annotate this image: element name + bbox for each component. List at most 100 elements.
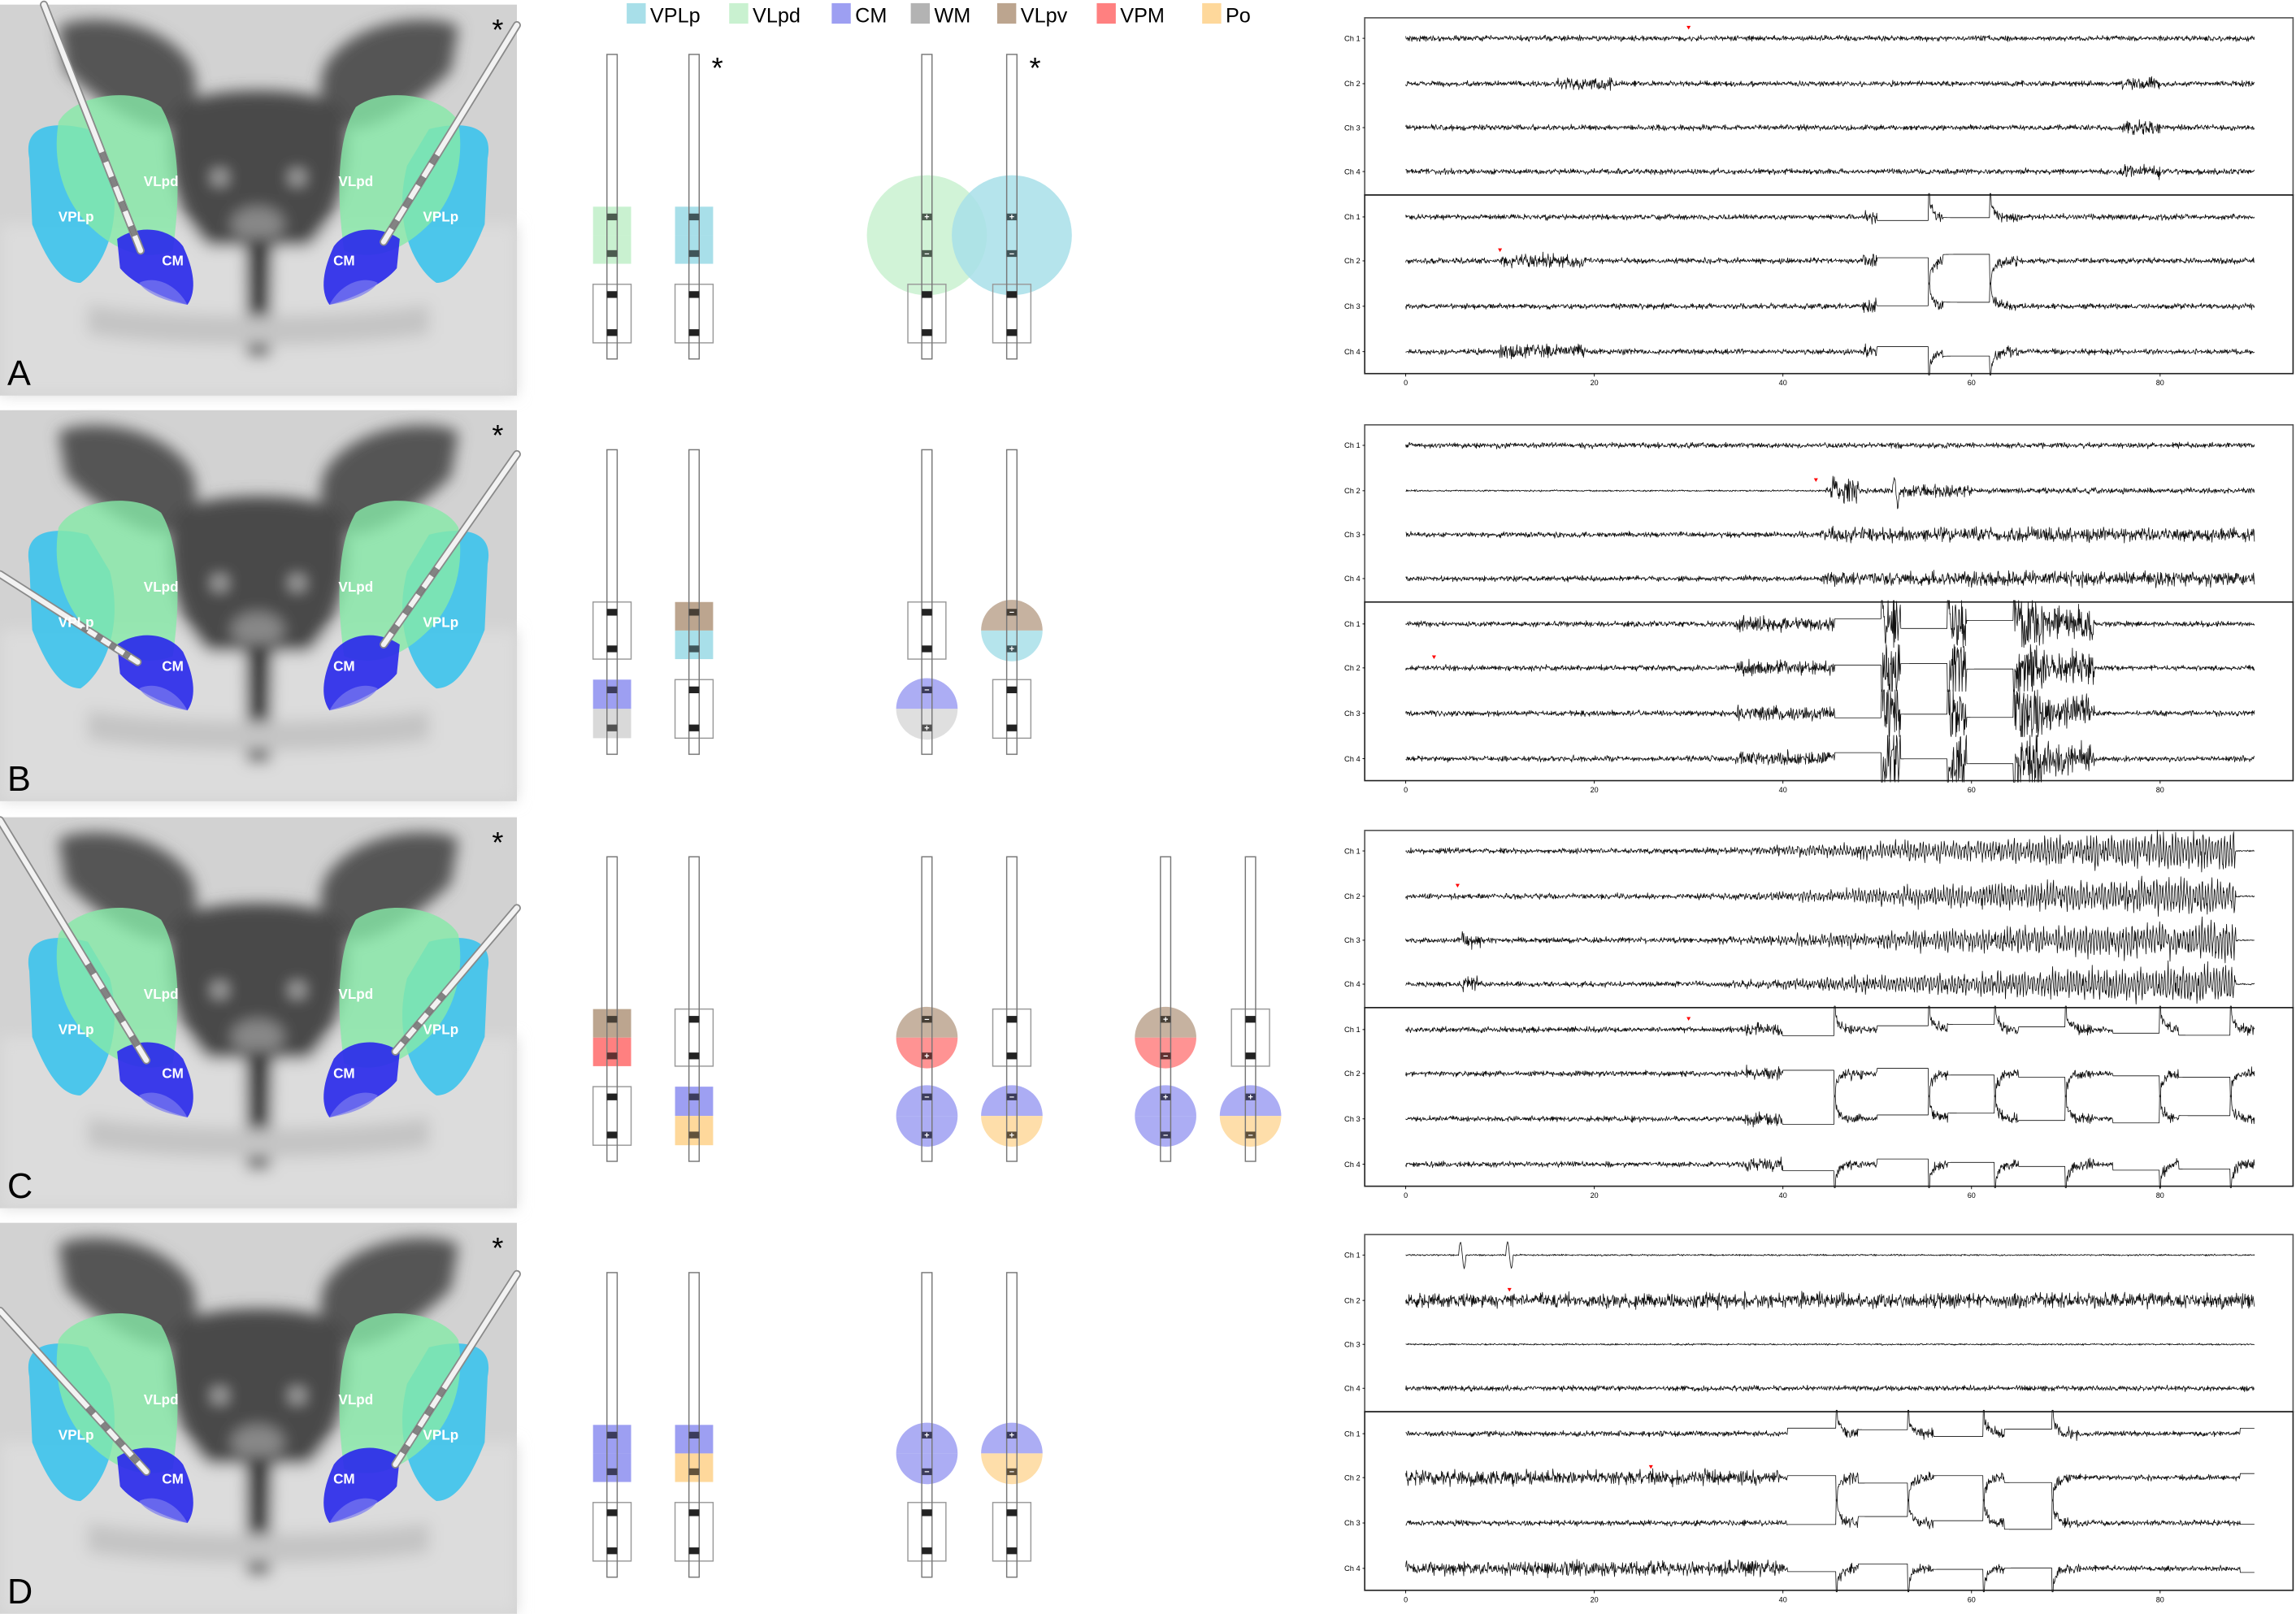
contact <box>606 1509 618 1516</box>
contact <box>688 1052 700 1060</box>
channel-label: Ch 2 <box>1344 1473 1361 1482</box>
trace-ch3 <box>1405 1499 2255 1530</box>
region-vplp <box>675 206 714 236</box>
contact <box>606 686 618 694</box>
channel-label: Ch 2 <box>1344 487 1361 495</box>
cm-structure <box>117 1042 193 1117</box>
lead-shaft <box>1005 1272 1018 1578</box>
legend-swatch <box>1096 2 1116 24</box>
eeg-subplot-bottom: Ch 1 Ch 2 Ch 3 Ch 4 <box>1344 600 2294 783</box>
contact <box>606 724 618 731</box>
cm-structure-lower <box>329 1498 378 1524</box>
contact <box>922 213 932 221</box>
lead-shaft <box>921 1272 933 1578</box>
legend-label: VLpd <box>753 4 801 27</box>
trace-ch1 <box>1405 1409 2255 1442</box>
contact <box>1245 1016 1256 1023</box>
region-vlpd <box>592 206 632 236</box>
channel-label: Ch 3 <box>1344 936 1361 944</box>
stim-field-po <box>1219 1116 1282 1147</box>
right-thalamus <box>323 95 489 306</box>
left-electrode <box>0 570 142 666</box>
channel-label: Ch 4 <box>1344 1564 1361 1573</box>
lead <box>592 856 632 1162</box>
electrode-contact <box>128 224 138 237</box>
panel-letter: A <box>7 354 31 393</box>
minus-sign: − <box>1009 608 1014 618</box>
label-vlpd-right: VLpd <box>338 1392 373 1408</box>
x-tick-label: 60 <box>1968 379 1976 387</box>
subplot-frame <box>1364 1007 2294 1187</box>
contact <box>688 1431 700 1439</box>
vlpd-structure <box>339 501 461 661</box>
channel-label: Ch 1 <box>1344 1026 1361 1034</box>
contact <box>1006 249 1018 258</box>
plus-sign: + <box>1009 1431 1014 1441</box>
label-vplp-left: VPLp <box>59 614 94 630</box>
x-tick-label: 0 <box>1404 1191 1408 1200</box>
electrode-contact <box>402 605 413 616</box>
contact <box>688 724 700 731</box>
legend-label: VLpv <box>1021 4 1068 27</box>
electrode-contact <box>108 176 119 188</box>
electrode-row-c: −+−+−++−+−+− <box>592 856 1282 1162</box>
lead <box>674 1272 714 1578</box>
contact <box>922 329 932 336</box>
contact <box>922 1547 932 1555</box>
contact <box>1006 213 1018 221</box>
contact <box>922 1131 932 1139</box>
stim-field-cm <box>1135 1085 1196 1117</box>
contact <box>606 609 618 616</box>
label-cm-right: CM <box>333 658 355 674</box>
lead: −+ <box>981 856 1043 1162</box>
asterisk-marker: * <box>492 826 503 859</box>
brain-panel-c: VLpd VLpd VPLp VPLp CM CM C * <box>0 816 521 1208</box>
electrode-contact <box>415 585 427 597</box>
plus-sign: + <box>924 723 929 733</box>
brain-panels: VLpd VLpd VPLp VPLp CM CM A * VLpd VLpd VPLp VPLp CM… <box>0 0 521 1614</box>
contact <box>606 1131 618 1139</box>
contact-pair-box <box>674 1008 714 1067</box>
label-vplp-left: VPLp <box>59 1022 94 1037</box>
channel-label: Ch 4 <box>1344 1161 1361 1169</box>
electrode-row-d: +−+− <box>592 1272 1043 1578</box>
onset-marker <box>1507 1287 1512 1292</box>
x-tick-label: 20 <box>1591 379 1599 387</box>
panel-letter: B <box>7 760 31 799</box>
vlpd-structure <box>339 908 461 1068</box>
subplot-frame <box>1364 601 2294 782</box>
contact-pair-box <box>674 284 714 344</box>
eeg-trace <box>1405 343 2255 375</box>
legend-label: VPM <box>1120 4 1165 27</box>
eeg-panel-a: Ch 1 Ch 2 Ch 3 Ch 4 Ch 1 Ch 2 Ch 3 Ch 4 0 20 40 60 8… <box>1344 17 2294 387</box>
contact-pair-box <box>907 1502 947 1562</box>
legend-item-vlpv: VLpv <box>996 2 1068 27</box>
x-tick-label: 80 <box>2156 786 2164 794</box>
eeg-trace <box>1405 875 2255 918</box>
contact <box>922 1468 932 1476</box>
stimulation-group: +−+−+− <box>1135 856 1282 1162</box>
electrode-contact <box>115 1010 126 1024</box>
lead-shaft <box>921 856 933 1162</box>
label-cm-right: CM <box>333 1065 355 1081</box>
contact <box>688 1547 700 1555</box>
minus-sign: − <box>1009 249 1014 259</box>
contact <box>606 1093 618 1100</box>
onset-marker <box>1813 478 1818 483</box>
lead <box>674 856 714 1162</box>
channel-label: Ch 1 <box>1344 213 1361 221</box>
trace-ch2 <box>1405 875 2255 918</box>
eeg-trace <box>1405 1005 2255 1036</box>
lead-shaft <box>921 54 933 360</box>
lead: +− <box>981 1272 1043 1578</box>
asterisk-marker: * <box>712 51 723 85</box>
asterisk-marker: * <box>492 1231 503 1265</box>
contact <box>1160 1093 1171 1100</box>
x-tick-label: 80 <box>2156 379 2164 387</box>
channel-label: Ch 3 <box>1344 531 1361 539</box>
electrode-contact <box>85 1405 96 1417</box>
contact <box>606 1547 618 1555</box>
minus-sign: − <box>924 1468 929 1477</box>
region-cm <box>592 679 632 709</box>
subplot-frame <box>1364 830 2294 1009</box>
